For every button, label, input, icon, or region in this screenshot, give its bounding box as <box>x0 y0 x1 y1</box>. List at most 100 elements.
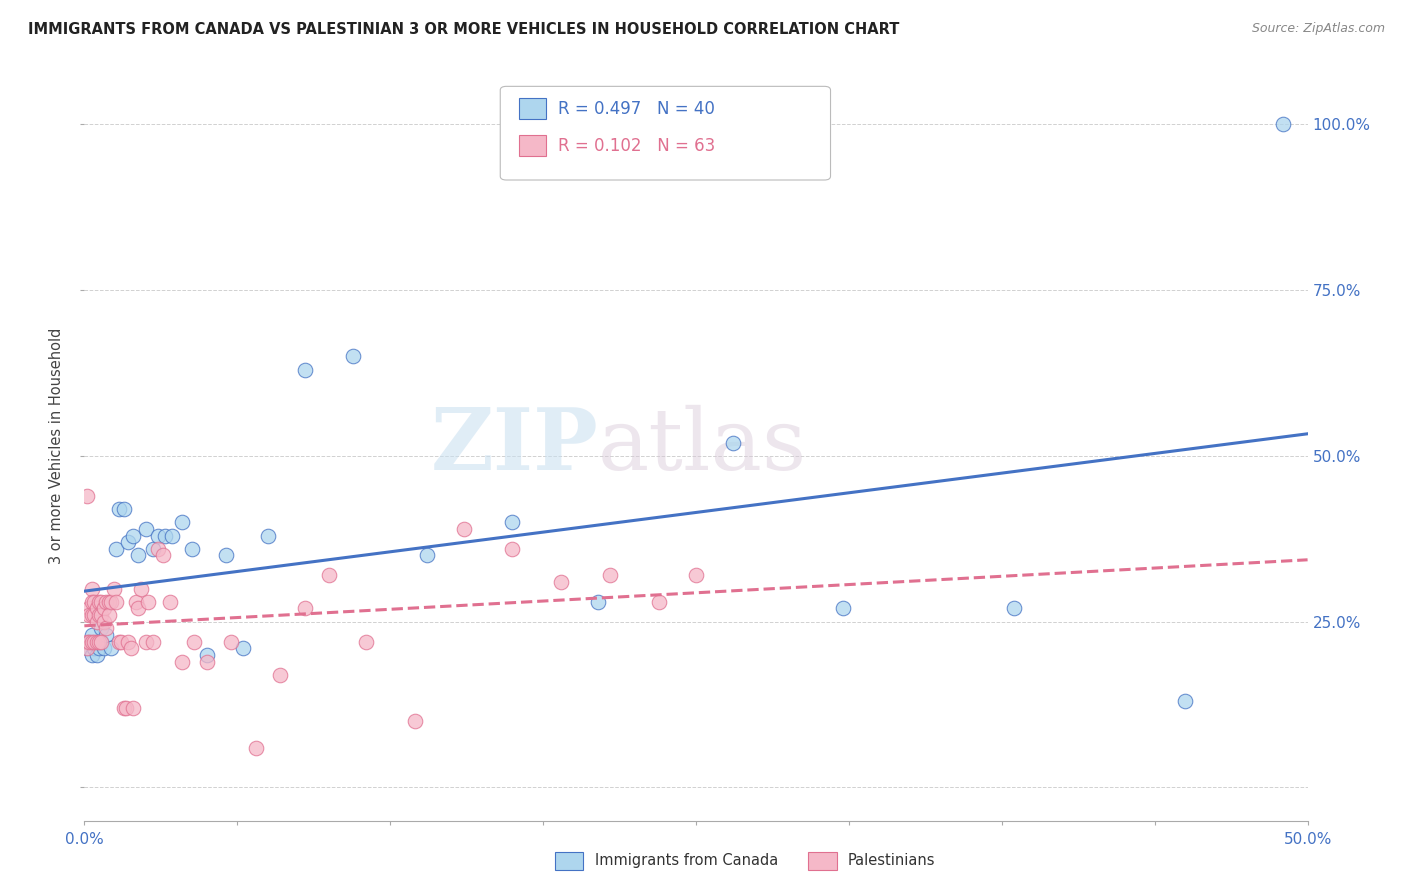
Point <box>77 634 100 648</box>
Point <box>404 714 426 728</box>
Point <box>83 595 105 609</box>
Point <box>77 601 100 615</box>
Text: Immigrants from Canada: Immigrants from Canada <box>595 854 778 868</box>
Point <box>159 595 181 609</box>
Point <box>90 608 112 623</box>
Point <box>77 608 100 623</box>
Point <box>110 634 132 648</box>
Point <box>162 528 184 542</box>
Point <box>115 701 138 715</box>
Point <box>96 595 118 609</box>
Point <box>416 549 439 563</box>
Point <box>586 595 609 609</box>
Point <box>80 634 103 648</box>
Point <box>87 641 110 656</box>
Point <box>1174 694 1197 708</box>
Point <box>195 655 218 669</box>
Point <box>87 608 110 623</box>
Point <box>87 595 110 609</box>
Point <box>97 608 120 623</box>
Point <box>80 595 103 609</box>
Point <box>142 541 165 556</box>
Point <box>129 582 152 596</box>
Point <box>502 515 524 529</box>
Point <box>76 634 98 648</box>
Point <box>80 582 103 596</box>
Point <box>77 634 100 648</box>
Point <box>550 574 572 589</box>
FancyBboxPatch shape <box>519 97 546 119</box>
Point <box>100 595 122 609</box>
Point <box>76 641 98 656</box>
Point <box>183 634 205 648</box>
FancyBboxPatch shape <box>519 135 546 156</box>
Point <box>125 595 148 609</box>
Point <box>153 528 176 542</box>
Point <box>294 363 316 377</box>
Point <box>93 601 115 615</box>
Point <box>142 634 165 648</box>
Point <box>232 641 254 656</box>
Point <box>599 568 621 582</box>
Point <box>685 568 707 582</box>
Point <box>90 634 112 648</box>
Point <box>97 595 120 609</box>
Text: Source: ZipAtlas.com: Source: ZipAtlas.com <box>1251 22 1385 36</box>
Point <box>1002 601 1025 615</box>
Point <box>354 634 377 648</box>
Text: ZIP: ZIP <box>430 404 598 488</box>
Point <box>146 528 169 542</box>
Point <box>100 641 122 656</box>
Point <box>181 541 204 556</box>
Point <box>103 582 125 596</box>
Point <box>502 541 524 556</box>
Point <box>294 601 316 615</box>
Point <box>86 634 108 648</box>
Point <box>76 641 98 656</box>
Point <box>146 541 169 556</box>
Point <box>80 628 103 642</box>
Point <box>831 601 853 615</box>
Point <box>90 595 112 609</box>
Point <box>219 634 242 648</box>
Y-axis label: 3 or more Vehicles in Household: 3 or more Vehicles in Household <box>49 328 65 564</box>
Point <box>90 621 112 635</box>
Point <box>172 655 194 669</box>
Point <box>87 634 110 648</box>
Point <box>453 522 475 536</box>
Point <box>76 489 98 503</box>
Point <box>122 701 145 715</box>
Point <box>80 608 103 623</box>
Point <box>257 528 280 542</box>
Point <box>342 350 364 364</box>
Point <box>648 595 671 609</box>
Point <box>152 549 174 563</box>
Point <box>86 648 108 662</box>
Point <box>245 740 267 755</box>
Point <box>136 595 159 609</box>
Text: IMMIGRANTS FROM CANADA VS PALESTINIAN 3 OR MORE VEHICLES IN HOUSEHOLD CORRELATIO: IMMIGRANTS FROM CANADA VS PALESTINIAN 3 … <box>28 22 900 37</box>
Text: atlas: atlas <box>598 404 807 488</box>
Point <box>96 621 118 635</box>
Point <box>86 615 108 629</box>
Text: R = 0.497   N = 40: R = 0.497 N = 40 <box>558 100 714 118</box>
Point <box>80 648 103 662</box>
Point <box>117 634 139 648</box>
Point <box>318 568 340 582</box>
Point <box>86 634 108 648</box>
Point <box>117 535 139 549</box>
Point <box>90 634 112 648</box>
Point <box>86 601 108 615</box>
Point <box>127 549 149 563</box>
Point <box>105 595 128 609</box>
Point <box>120 641 142 656</box>
Point <box>112 502 135 516</box>
Point <box>127 601 149 615</box>
Point <box>93 641 115 656</box>
FancyBboxPatch shape <box>501 87 831 180</box>
Point <box>172 515 194 529</box>
Text: R = 0.102   N = 63: R = 0.102 N = 63 <box>558 137 716 155</box>
Point <box>83 608 105 623</box>
Point <box>135 522 157 536</box>
Point <box>112 701 135 715</box>
